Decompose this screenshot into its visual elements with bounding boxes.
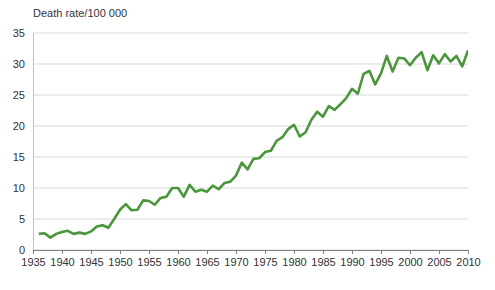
x-tick-mark	[381, 250, 382, 254]
x-tick: 1985	[311, 250, 335, 268]
x-tick-mark	[33, 250, 34, 254]
x-tick-label: 1965	[195, 256, 219, 268]
x-tick-label: 1975	[253, 256, 277, 268]
y-axis-title: Death rate/100 000	[33, 7, 127, 19]
x-tick-label: 1945	[79, 256, 103, 268]
x-tick: 1965	[195, 250, 219, 268]
x-tick-mark	[352, 250, 353, 254]
x-tick-label: 1985	[311, 256, 335, 268]
x-tick-mark	[120, 250, 121, 254]
x-tick-label: 1935	[21, 256, 45, 268]
x-tick: 1935	[21, 250, 45, 268]
y-tick: 15	[13, 151, 33, 163]
x-tick: 1940	[50, 250, 74, 268]
x-tick-mark	[178, 250, 179, 254]
x-axis: 1935 1940 1945 1950 1955 1960 1965 1970 1975 1980…	[21, 250, 480, 268]
y-tick-label: 30	[13, 58, 25, 70]
x-tick-label: 1980	[282, 256, 306, 268]
x-tick: 1995	[369, 250, 393, 268]
y-tick-label: 5	[19, 213, 25, 225]
y-tick-label: 15	[13, 151, 25, 163]
y-tick-label: 35	[13, 27, 25, 39]
x-tick-label: 2010	[456, 256, 480, 268]
x-tick-mark	[410, 250, 411, 254]
x-tick-mark	[294, 250, 295, 254]
y-tick: 5	[19, 213, 33, 225]
x-tick-mark	[439, 250, 440, 254]
series	[39, 50, 468, 237]
line	[39, 50, 468, 237]
x-tick-mark	[62, 250, 63, 254]
x-tick: 1960	[166, 250, 190, 268]
x-tick: 1975	[253, 250, 277, 268]
grid	[33, 33, 468, 250]
grid-line	[33, 219, 468, 220]
x-tick: 1955	[137, 250, 161, 268]
x-tick-label: 1950	[108, 256, 132, 268]
y-tick: 35	[13, 27, 33, 39]
grid-line	[33, 64, 468, 65]
x-tick-label: 1970	[224, 256, 248, 268]
y-tick-label: 0	[19, 244, 25, 256]
x-tick: 1945	[79, 250, 103, 268]
x-tick-mark	[236, 250, 237, 254]
y-tick: 10	[13, 182, 33, 194]
x-tick-mark	[468, 250, 469, 254]
x-tick-label: 1955	[137, 256, 161, 268]
y-tick: 20	[13, 120, 33, 132]
grid-line	[33, 126, 468, 127]
y-axis-line	[33, 34, 34, 251]
x-tick-label: 1990	[340, 256, 364, 268]
x-tick: 2005	[427, 250, 451, 268]
grid-line	[33, 95, 468, 96]
chart: 0510152025303519351940194519501955196019…	[0, 0, 495, 290]
y-tick-label: 10	[13, 182, 25, 194]
y-axis: 0 5 10 15 20 25 30 35	[13, 27, 34, 256]
x-tick-mark	[91, 250, 92, 254]
x-tick-label: 1995	[369, 256, 393, 268]
x-tick-mark	[207, 250, 208, 254]
grid-line	[33, 33, 468, 34]
x-tick: 2010	[456, 250, 480, 268]
x-tick-mark	[323, 250, 324, 254]
x-tick-mark	[149, 250, 150, 254]
y-tick-label: 25	[13, 89, 25, 101]
grid-line	[33, 157, 468, 158]
x-tick: 1970	[224, 250, 248, 268]
x-tick-label: 2000	[398, 256, 422, 268]
y-tick: 30	[13, 58, 33, 70]
x-tick: 1980	[282, 250, 306, 268]
x-axis-line	[34, 250, 469, 251]
x-tick-label: 1940	[50, 256, 74, 268]
x-tick-mark	[265, 250, 266, 254]
y-tick-label: 20	[13, 120, 25, 132]
x-tick-label: 1960	[166, 256, 190, 268]
grid-line	[33, 250, 468, 251]
x-tick-label: 2005	[427, 256, 451, 268]
x-tick: 2000	[398, 250, 422, 268]
y-tick: 0	[19, 244, 33, 256]
y-tick: 25	[13, 89, 33, 101]
x-tick: 1950	[108, 250, 132, 268]
plot: 0510152025303519351940194519501955196019…	[13, 27, 481, 268]
grid-line	[33, 188, 468, 189]
x-tick: 1990	[340, 250, 364, 268]
